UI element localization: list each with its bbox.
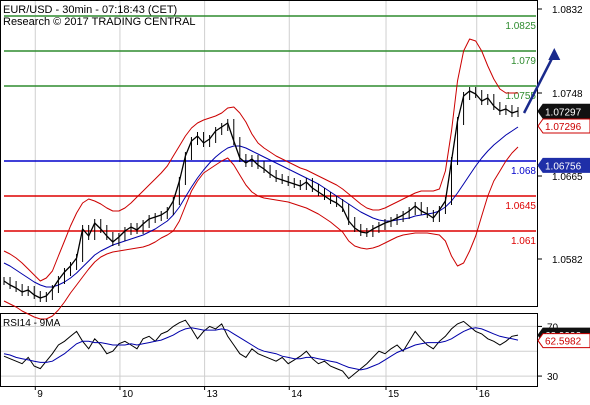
- price-panel-frame: [0, 0, 538, 307]
- rsi-panel-label: RSI14 - 9MA: [3, 318, 61, 329]
- price-tag-1.07297: [537, 103, 590, 119]
- rsi-series-rsi: [3, 319, 519, 380]
- forecast-arrow-head: [548, 48, 561, 60]
- series-close: [3, 90, 519, 299]
- series-lower_band: [3, 146, 519, 320]
- x-tick-label: 9: [37, 389, 43, 400]
- rsi-layer: [1, 319, 537, 380]
- axis-layer: 9 10 13 14 15 16 1.0832 1.0748 1.0665 1.0582 1.072…: [34, 5, 590, 400]
- rsi-series-rsi_ma: [3, 327, 519, 371]
- chart-subtitle: Research © 2017 TRADING CENTRAL: [3, 16, 196, 28]
- level-label-1.0825: 1.0825: [505, 21, 536, 32]
- series-upper_band: [3, 38, 518, 282]
- y-tick-label: 1.0832: [552, 5, 583, 16]
- price-tag-1.06756: [537, 157, 590, 173]
- x-tick-label: 16: [479, 389, 491, 400]
- y-tick-label: 1.0582: [552, 255, 583, 266]
- y-tick-label: 1.0665: [552, 172, 583, 183]
- price-tag-label: 1.07296: [545, 122, 582, 133]
- level-label-1.079: 1.079: [511, 56, 536, 67]
- price-tag-1.07296: [537, 118, 590, 134]
- level-label-1.061: 1.061: [511, 236, 536, 247]
- rsi-y-tick-label: 30: [547, 372, 559, 383]
- price-tag-label: 1.07297: [545, 107, 582, 118]
- chart-title: EUR/USD - 30min - 07:18:43 (CET): [3, 4, 177, 16]
- level-label-1.068: 1.068: [511, 166, 536, 177]
- x-tick-label: 13: [207, 389, 219, 400]
- series-layer: [3, 38, 561, 320]
- forecast-arrow-shaft: [522, 53, 556, 114]
- rsi-tag-62.5982: [537, 333, 590, 349]
- level-lines: 1.0825 1.079 1.0755 1.068 1.0645 1.061: [4, 15, 536, 247]
- series-moving_average: [3, 126, 519, 288]
- rsi-tag-label: 62.5982: [545, 337, 582, 348]
- rsi-panel-frame: [0, 313, 538, 387]
- level-label-1.0645: 1.0645: [505, 201, 536, 212]
- price-tag-label: 1.06756: [545, 161, 582, 172]
- y-tick-label: 1.0748: [552, 89, 583, 100]
- x-tick-label: 15: [388, 389, 400, 400]
- x-tick-label: 14: [291, 389, 303, 400]
- level-label-1.0755: 1.0755: [505, 91, 536, 102]
- x-tick-label: 10: [122, 389, 134, 400]
